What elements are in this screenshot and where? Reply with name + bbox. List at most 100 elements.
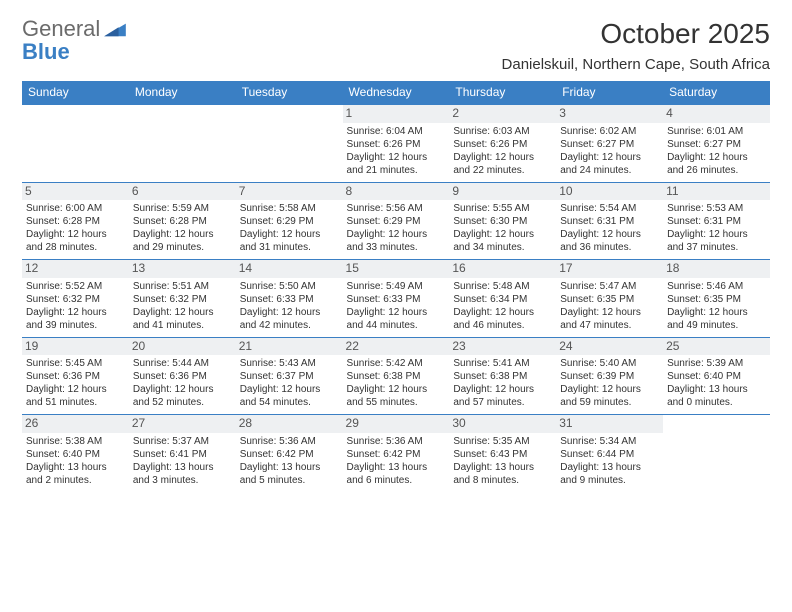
day-info-line: and 44 minutes.: [347, 319, 446, 332]
day-number: 1: [343, 105, 450, 123]
day-info-line: Daylight: 12 hours: [240, 228, 339, 241]
title-block: October 2025 Danielskuil, Northern Cape,…: [502, 18, 770, 73]
day-info-line: Sunset: 6:38 PM: [453, 370, 552, 383]
day-number: 21: [236, 338, 343, 356]
day-info-line: Daylight: 12 hours: [133, 383, 232, 396]
day-number: 4: [663, 105, 770, 123]
day-info-line: Daylight: 13 hours: [240, 461, 339, 474]
calendar-day-cell: 26Sunrise: 5:38 AMSunset: 6:40 PMDayligh…: [22, 415, 129, 492]
calendar-day-cell: 8Sunrise: 5:56 AMSunset: 6:29 PMDaylight…: [343, 182, 450, 260]
weekday-header: Tuesday: [236, 81, 343, 104]
day-info-line: and 9 minutes.: [560, 474, 659, 487]
calendar-day-cell: [129, 104, 236, 182]
day-number: 13: [129, 260, 236, 278]
day-number: 15: [343, 260, 450, 278]
day-info-line: and 22 minutes.: [453, 164, 552, 177]
day-number: 8: [343, 183, 450, 201]
day-number: 11: [663, 183, 770, 201]
day-number: 6: [129, 183, 236, 201]
calendar-day-cell: 31Sunrise: 5:34 AMSunset: 6:44 PMDayligh…: [556, 415, 663, 492]
day-info-line: Sunrise: 5:41 AM: [453, 357, 552, 370]
day-number: 3: [556, 105, 663, 123]
day-number: 24: [556, 338, 663, 356]
day-info-line: Sunset: 6:42 PM: [240, 448, 339, 461]
day-info-line: Daylight: 13 hours: [26, 461, 125, 474]
day-info-line: Sunrise: 5:43 AM: [240, 357, 339, 370]
day-info-line: Sunset: 6:41 PM: [133, 448, 232, 461]
calendar-day-cell: 27Sunrise: 5:37 AMSunset: 6:41 PMDayligh…: [129, 415, 236, 492]
weekday-header: Friday: [556, 81, 663, 104]
day-info-line: and 52 minutes.: [133, 396, 232, 409]
day-number: 27: [129, 415, 236, 433]
weekday-header: Sunday: [22, 81, 129, 104]
calendar-week-row: 1Sunrise: 6:04 AMSunset: 6:26 PMDaylight…: [22, 104, 770, 182]
day-info-line: Sunrise: 5:54 AM: [560, 202, 659, 215]
day-info-line: and 31 minutes.: [240, 241, 339, 254]
day-info-line: Sunrise: 5:56 AM: [347, 202, 446, 215]
logo-triangle-icon: [104, 20, 126, 38]
day-info-line: and 8 minutes.: [453, 474, 552, 487]
day-info-line: Sunrise: 6:01 AM: [667, 125, 766, 138]
day-info-line: Daylight: 13 hours: [667, 383, 766, 396]
day-info-line: Daylight: 12 hours: [560, 228, 659, 241]
calendar-day-cell: [22, 104, 129, 182]
day-info-line: Sunrise: 5:38 AM: [26, 435, 125, 448]
day-info-line: and 33 minutes.: [347, 241, 446, 254]
calendar-week-row: 26Sunrise: 5:38 AMSunset: 6:40 PMDayligh…: [22, 415, 770, 492]
logo-word-general: General: [22, 16, 100, 41]
day-info-line: and 26 minutes.: [667, 164, 766, 177]
day-number: 16: [449, 260, 556, 278]
location-subtitle: Danielskuil, Northern Cape, South Africa: [502, 56, 770, 73]
day-info-line: Sunset: 6:40 PM: [667, 370, 766, 383]
day-info-line: Daylight: 12 hours: [347, 306, 446, 319]
logo: General Blue: [22, 18, 126, 64]
day-info-line: Sunset: 6:43 PM: [453, 448, 552, 461]
calendar-week-row: 12Sunrise: 5:52 AMSunset: 6:32 PMDayligh…: [22, 260, 770, 338]
day-info-line: Sunrise: 5:35 AM: [453, 435, 552, 448]
day-info-line: and 6 minutes.: [347, 474, 446, 487]
calendar-day-cell: [663, 415, 770, 492]
day-info-line: Daylight: 12 hours: [347, 151, 446, 164]
calendar-day-cell: 1Sunrise: 6:04 AMSunset: 6:26 PMDaylight…: [343, 104, 450, 182]
calendar-day-cell: 10Sunrise: 5:54 AMSunset: 6:31 PMDayligh…: [556, 182, 663, 260]
weekday-row: Sunday Monday Tuesday Wednesday Thursday…: [22, 81, 770, 104]
calendar-day-cell: 13Sunrise: 5:51 AMSunset: 6:32 PMDayligh…: [129, 260, 236, 338]
calendar-week-row: 5Sunrise: 6:00 AMSunset: 6:28 PMDaylight…: [22, 182, 770, 260]
day-number: 5: [22, 183, 129, 201]
day-number: [663, 415, 770, 417]
calendar-day-cell: 16Sunrise: 5:48 AMSunset: 6:34 PMDayligh…: [449, 260, 556, 338]
day-number: [236, 105, 343, 107]
day-info-line: Sunset: 6:37 PM: [240, 370, 339, 383]
day-info-line: Sunset: 6:36 PM: [26, 370, 125, 383]
day-info-line: Daylight: 12 hours: [26, 383, 125, 396]
day-info-line: and 0 minutes.: [667, 396, 766, 409]
day-info-line: Sunrise: 5:46 AM: [667, 280, 766, 293]
day-number: 31: [556, 415, 663, 433]
day-info-line: Daylight: 13 hours: [560, 461, 659, 474]
calendar-day-cell: 18Sunrise: 5:46 AMSunset: 6:35 PMDayligh…: [663, 260, 770, 338]
day-info-line: Sunset: 6:30 PM: [453, 215, 552, 228]
calendar-table: Sunday Monday Tuesday Wednesday Thursday…: [22, 81, 770, 492]
calendar-day-cell: 21Sunrise: 5:43 AMSunset: 6:37 PMDayligh…: [236, 337, 343, 415]
day-number: 14: [236, 260, 343, 278]
day-info-line: Sunset: 6:31 PM: [560, 215, 659, 228]
day-info-line: Daylight: 12 hours: [667, 151, 766, 164]
day-info-line: and 28 minutes.: [26, 241, 125, 254]
calendar-day-cell: 23Sunrise: 5:41 AMSunset: 6:38 PMDayligh…: [449, 337, 556, 415]
day-info-line: Daylight: 12 hours: [26, 228, 125, 241]
day-info-line: and 2 minutes.: [26, 474, 125, 487]
day-info-line: and 51 minutes.: [26, 396, 125, 409]
day-info-line: Sunset: 6:27 PM: [560, 138, 659, 151]
day-info-line: Daylight: 12 hours: [347, 228, 446, 241]
day-info-line: Sunrise: 5:45 AM: [26, 357, 125, 370]
day-info-line: and 37 minutes.: [667, 241, 766, 254]
day-info-line: and 36 minutes.: [560, 241, 659, 254]
day-info-line: Sunrise: 5:47 AM: [560, 280, 659, 293]
day-info-line: Sunset: 6:33 PM: [240, 293, 339, 306]
day-number: 28: [236, 415, 343, 433]
calendar-day-cell: 29Sunrise: 5:36 AMSunset: 6:42 PMDayligh…: [343, 415, 450, 492]
day-info-line: Daylight: 12 hours: [667, 306, 766, 319]
day-info-line: Sunrise: 5:52 AM: [26, 280, 125, 293]
day-info-line: Sunset: 6:42 PM: [347, 448, 446, 461]
day-info-line: Sunrise: 5:42 AM: [347, 357, 446, 370]
